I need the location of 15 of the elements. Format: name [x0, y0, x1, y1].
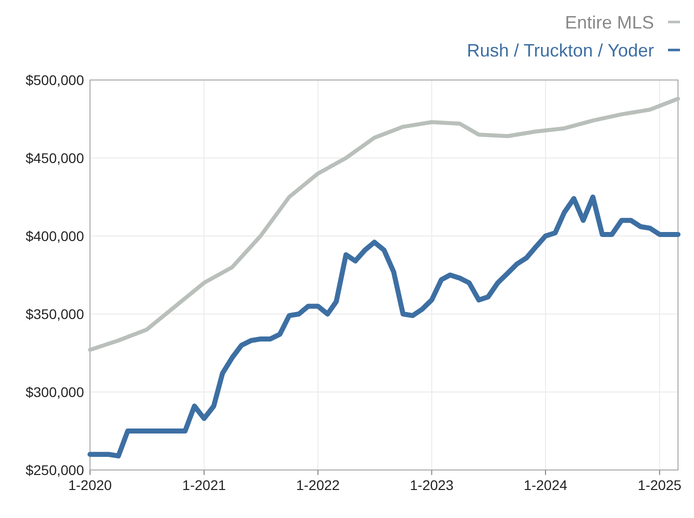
- y-tick-label: $250,000: [26, 462, 84, 478]
- y-tick-label: $350,000: [26, 306, 84, 322]
- x-tick-label: 1-2023: [410, 477, 454, 493]
- y-tick-label: $450,000: [26, 150, 84, 166]
- line-series: [88, 96, 680, 352]
- x-tick-label: 1-2020: [68, 477, 112, 493]
- x-tick-label: 1-2022: [296, 477, 340, 493]
- x-tick-label: 1-2021: [182, 477, 226, 493]
- y-tick-label: $500,000: [26, 72, 84, 88]
- legend-label: Entire MLS: [564, 12, 654, 32]
- y-tick-label: $300,000: [26, 384, 84, 400]
- x-tick-label: 1-2024: [524, 477, 568, 493]
- legend-label: Rush / Truckton / Yoder: [466, 40, 654, 60]
- y-tick-label: $400,000: [26, 228, 84, 244]
- x-tick-label: 1-2025: [638, 477, 682, 493]
